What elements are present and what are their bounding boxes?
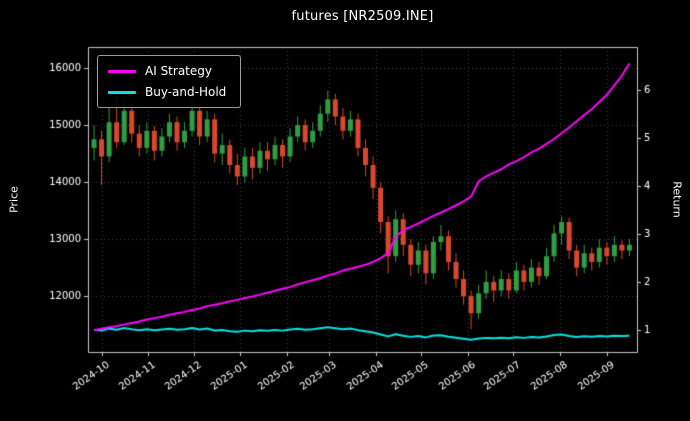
right-axis-label: Return xyxy=(670,181,684,218)
chart-legend: AI Strategy Buy-and-Hold xyxy=(97,55,242,108)
legend-item-buy-and-hold: Buy-and-Hold xyxy=(108,85,226,99)
ai-strategy-line-swatch xyxy=(108,69,136,73)
buy-and-hold-legend-label: Buy-and-Hold xyxy=(145,85,227,99)
left-axis-label: Price xyxy=(7,186,21,213)
chart-title: futures [NR2509.INE] xyxy=(291,9,434,24)
ai-strategy-legend-label: AI Strategy xyxy=(145,64,212,78)
buy-and-hold-line-swatch xyxy=(108,90,136,94)
legend-item-ai-strategy: AI Strategy xyxy=(108,64,226,78)
